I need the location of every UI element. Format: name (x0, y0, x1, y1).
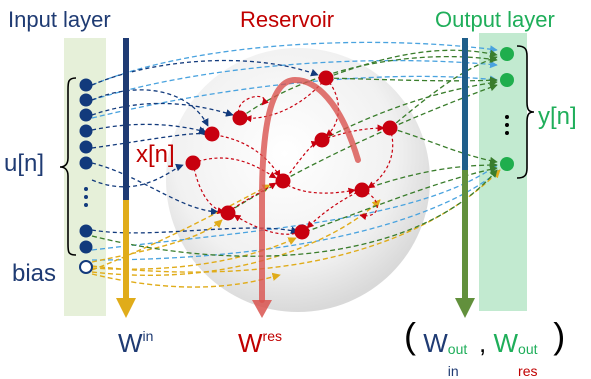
y-symbol: y (538, 103, 550, 130)
bias-node (79, 260, 93, 274)
output-bracket-brace (516, 45, 535, 179)
input-node (79, 108, 93, 122)
w-out-res-superscript: out (518, 341, 538, 357)
input-node (79, 93, 93, 107)
output-dots-icon (505, 115, 509, 135)
u-index: [n] (17, 150, 45, 177)
reservoir-title: Reservoir (240, 7, 335, 32)
w-in-symbol: W (118, 328, 143, 358)
output-node (500, 157, 514, 171)
input-node (79, 156, 93, 170)
reservoir-nodes (185, 70, 398, 240)
input-node (79, 224, 93, 238)
w-res-symbol: W (238, 328, 263, 358)
reservoir-node (232, 110, 248, 126)
reservoir-computing-diagram (59, 33, 535, 318)
w-res-superscript: res (262, 328, 282, 344)
w-in-arrow (123, 38, 129, 300)
w-out-in-symbol: W (423, 328, 448, 358)
input-dots-icon (84, 187, 88, 207)
reservoir-node (204, 126, 220, 142)
w-out-arrow-lower (462, 170, 468, 300)
w-in-arrow-lower (123, 200, 129, 300)
reservoir-node (220, 205, 236, 221)
input-to-reservoir-connections (91, 59, 319, 235)
w-out-open-paren: ( (404, 315, 416, 356)
reservoir-node (314, 132, 330, 148)
reservoir-node (185, 155, 201, 171)
w-out-arrowhead (455, 298, 475, 318)
bias-connections (91, 169, 501, 288)
reservoir-node (318, 70, 334, 86)
input-layer-title: Input layer (8, 7, 111, 32)
u-symbol: u (4, 150, 18, 177)
w-res-arrow (259, 76, 361, 303)
reservoir-node (382, 120, 398, 136)
w-out-res-subscript: res (518, 363, 538, 379)
w-in-arrowhead (116, 298, 136, 318)
w-out-close-paren: ) (553, 315, 566, 356)
w-out-in-superscript: out (447, 341, 468, 357)
input-node (79, 124, 93, 138)
y-index: [n] (550, 103, 577, 130)
w-out-in-subscript: in (447, 363, 459, 379)
w-out-arrow (462, 38, 468, 300)
input-node (79, 78, 93, 92)
input-node (79, 240, 93, 254)
input-nodes (79, 78, 93, 254)
output-layer-title: Output layer (435, 7, 555, 32)
output-nodes (500, 47, 514, 171)
reservoir-node (354, 182, 370, 198)
bias-label: bias (12, 260, 57, 287)
reservoir-node (294, 224, 310, 240)
input-node (79, 140, 93, 154)
output-node (500, 47, 514, 61)
y-label: y[n] (538, 105, 577, 129)
w-in-superscript: in (142, 328, 154, 344)
w-out-comma: , (479, 328, 487, 358)
reservoir-node (275, 173, 291, 189)
x-label: x[n] (136, 141, 175, 168)
w-out-res-symbol: W (493, 328, 519, 358)
w-res-arrowhead (252, 300, 272, 318)
u-label: u[n] (4, 152, 44, 176)
output-node (500, 73, 514, 87)
reservoir-to-output-connections (91, 49, 498, 257)
input-bracket-brace (59, 77, 77, 256)
